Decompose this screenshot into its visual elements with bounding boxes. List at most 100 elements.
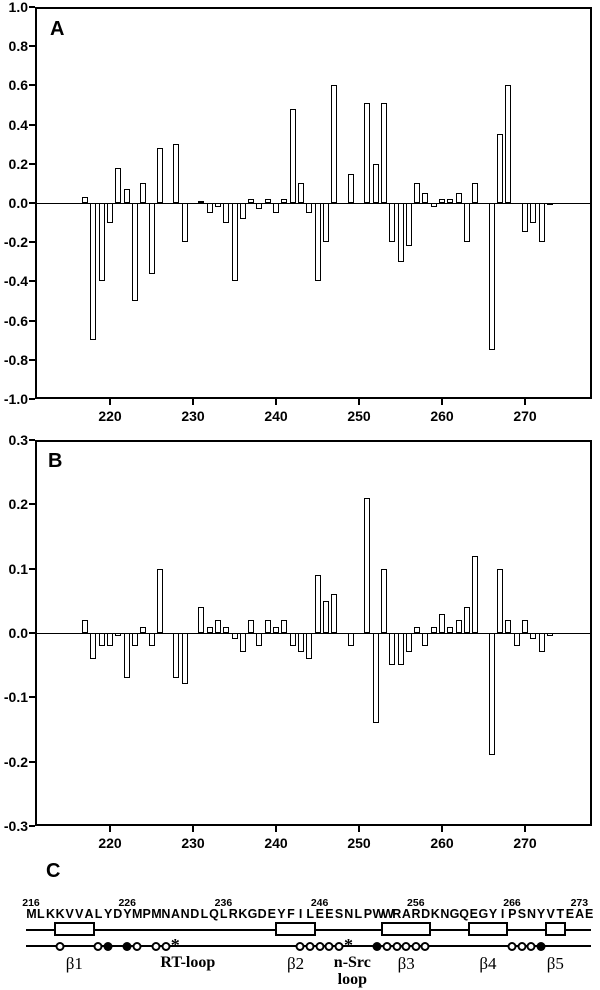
bar-residue-251 xyxy=(364,103,371,203)
bar-residue-253 xyxy=(380,103,387,203)
y-tick-mark xyxy=(29,319,35,322)
bar-residue-254 xyxy=(389,633,396,666)
bar-residue-261 xyxy=(447,199,454,203)
marker-asterisk: * xyxy=(343,935,353,955)
sequence-residue: K xyxy=(45,907,55,921)
bar-residue-239 xyxy=(264,199,271,203)
marker-filled-circle xyxy=(122,941,132,951)
marker-open-circle xyxy=(382,941,392,951)
marker-filled-circle xyxy=(372,941,382,951)
y-tick-mark xyxy=(29,567,35,570)
sequence-residue: K xyxy=(55,907,65,921)
sequence-residue: Y xyxy=(104,907,112,921)
sequence-residue: E xyxy=(469,907,478,921)
bar-residue-271 xyxy=(530,633,537,640)
sequence-residue: L xyxy=(219,907,228,921)
y-tick-mark xyxy=(29,45,35,48)
y-tick-mark xyxy=(29,202,35,204)
bar-residue-232 xyxy=(206,626,213,633)
marker-open-circle xyxy=(315,941,325,951)
sequence-residue: A xyxy=(401,907,411,921)
marker-open-circle xyxy=(151,941,161,951)
marker-filled-circle xyxy=(103,941,113,951)
marker-open-circle xyxy=(507,941,517,951)
y-tick-label: 0.3 xyxy=(8,432,28,448)
bar-residue-246 xyxy=(322,203,329,243)
x-tick-label: 220 xyxy=(98,835,122,851)
marker-open-circle xyxy=(401,941,411,951)
bar-residue-272 xyxy=(538,633,545,653)
sequence-residue: E xyxy=(325,907,334,921)
bar-residue-226 xyxy=(156,148,163,203)
bar-residue-254 xyxy=(389,203,396,243)
sequence-residue: E xyxy=(585,907,593,921)
sequence-residue: F xyxy=(287,907,295,921)
bar-residue-220 xyxy=(107,203,113,223)
bar-residue-240 xyxy=(273,203,279,213)
sequence-position-label: 266 xyxy=(503,897,521,909)
bar-residue-219 xyxy=(98,203,105,282)
sequence-residue: R xyxy=(411,907,421,921)
bar-residue-249 xyxy=(347,173,354,203)
sequence-residue: D xyxy=(257,907,267,921)
y-tick-label: 0.6 xyxy=(8,77,28,94)
bar-residue-237 xyxy=(248,199,255,203)
sequence-residue: Q xyxy=(209,907,219,921)
x-tick-mark xyxy=(524,826,526,832)
bar-residue-225 xyxy=(148,203,155,274)
sequence-residue: Y xyxy=(123,907,132,921)
bar-residue-238 xyxy=(256,633,263,646)
bar-residue-269 xyxy=(513,633,520,646)
sequence-residue: W xyxy=(372,907,385,921)
sequence-residue: N xyxy=(344,907,353,921)
y-tick-label: 0.1 xyxy=(8,560,28,577)
sequence-position-label: 256 xyxy=(407,897,425,909)
bar-residue-259 xyxy=(430,203,437,207)
bar-residue-249 xyxy=(347,633,354,646)
bar-residue-218 xyxy=(90,203,97,341)
marker-open-circle xyxy=(295,941,305,951)
bar-residue-244 xyxy=(306,203,313,213)
bar-residue-237 xyxy=(248,620,255,633)
y-tick-label: -0.8 xyxy=(3,351,28,368)
beta-strand-label: β4 xyxy=(479,954,497,973)
panel-a-label: A xyxy=(50,18,65,40)
beta-strand-label: β5 xyxy=(546,954,564,973)
sequence-residue: L xyxy=(37,907,45,921)
zero-baseline xyxy=(36,202,591,204)
beta-strand-rect xyxy=(544,922,566,936)
y-tick-mark xyxy=(29,6,35,8)
bar-residue-259 xyxy=(430,626,437,633)
loop-label: n-Src xyxy=(333,954,371,971)
bar-residue-228 xyxy=(173,144,180,203)
y-tick-mark xyxy=(29,760,35,763)
x-tick-label: 220 xyxy=(98,408,122,424)
marker-open-circle xyxy=(334,941,344,951)
bar-residue-247 xyxy=(331,594,338,633)
sequence-residue: E xyxy=(267,907,276,921)
bar-residue-234 xyxy=(223,203,230,223)
bar-residue-239 xyxy=(264,620,271,633)
bar-residue-238 xyxy=(256,203,263,209)
y-tick-label: -0.2 xyxy=(3,753,28,770)
marker-open-circle xyxy=(392,941,402,951)
marker-open-circle xyxy=(324,941,334,951)
bar-residue-261 xyxy=(447,626,454,633)
sequence-position-label: 236 xyxy=(214,897,233,909)
marker-open-circle xyxy=(132,941,142,951)
marker-filled-circle xyxy=(536,941,546,951)
x-tick-mark xyxy=(358,826,360,832)
y-tick-label: -1.0 xyxy=(3,391,28,407)
y-tick-label: 0.2 xyxy=(8,496,28,513)
panel-b-label: B xyxy=(48,450,63,472)
sequence-residue: M xyxy=(151,907,162,921)
bar-residue-244 xyxy=(306,633,313,659)
sequence-residue: T xyxy=(556,907,565,921)
sequence-residue: V xyxy=(65,907,74,921)
bar-residue-226 xyxy=(156,568,163,633)
bar-residue-260 xyxy=(439,613,445,633)
bar-residue-235 xyxy=(231,633,238,640)
bar-residue-243 xyxy=(297,633,304,653)
sequence-residue: I xyxy=(500,907,504,921)
bar-residue-256 xyxy=(405,203,412,247)
